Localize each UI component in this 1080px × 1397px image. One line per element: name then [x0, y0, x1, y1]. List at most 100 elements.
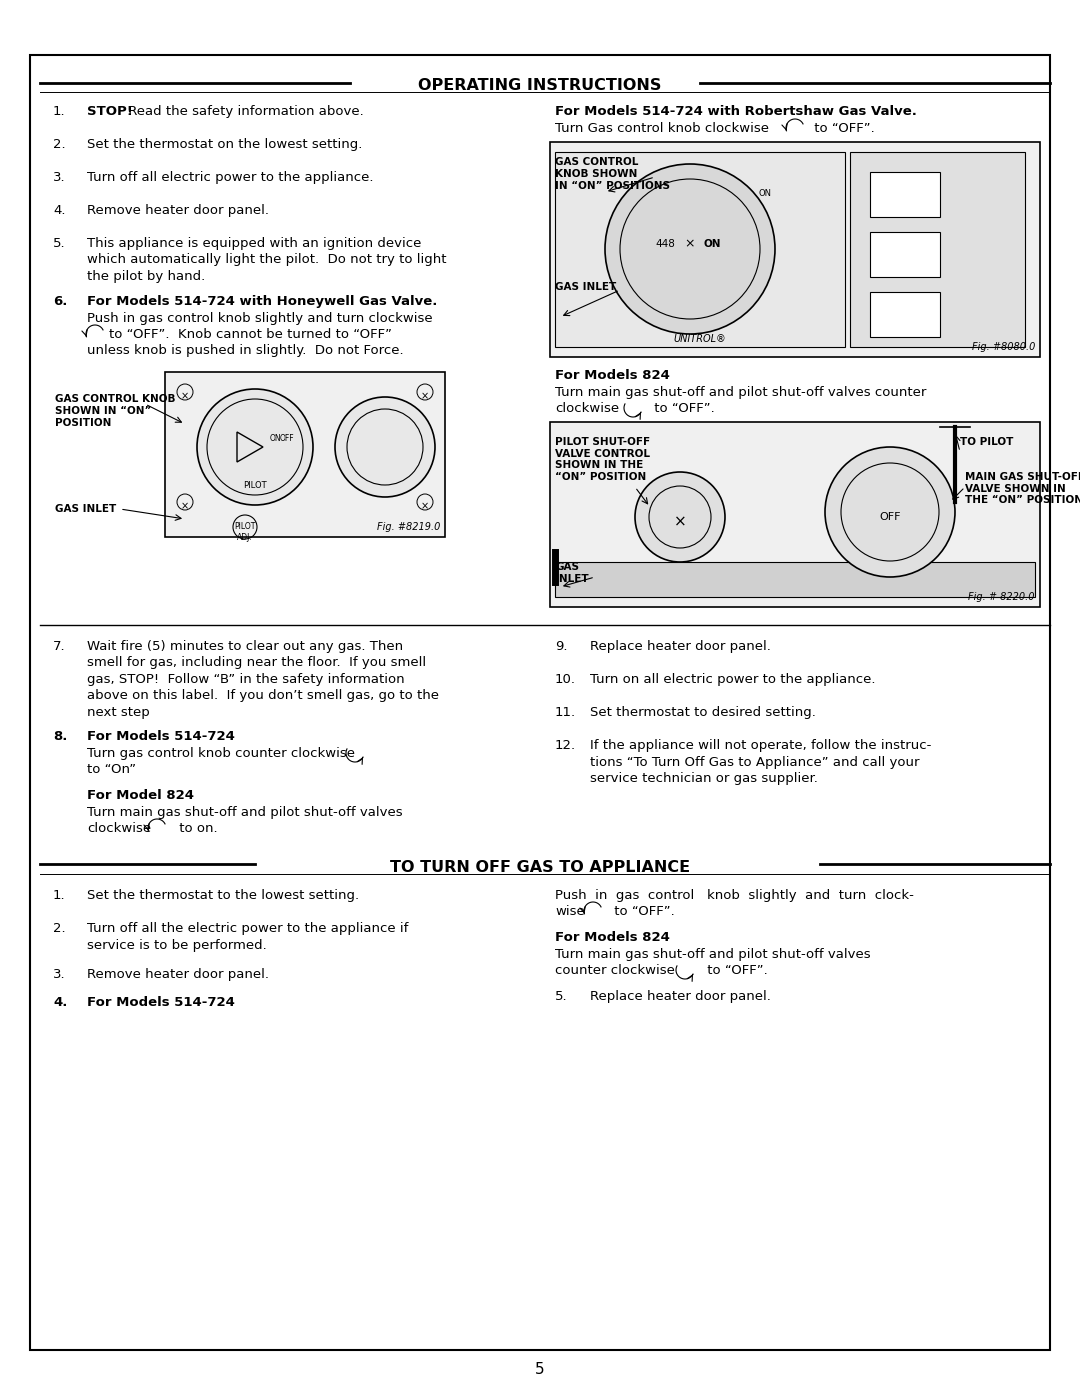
Bar	[165, 372, 445, 536]
Text: GAS
INLET: GAS INLET	[555, 562, 589, 584]
Text: 12.: 12.	[555, 739, 576, 752]
Bar	[550, 142, 1040, 358]
Text: For Models 514-724 with Honeywell Gas Valve.: For Models 514-724 with Honeywell Gas Va…	[87, 295, 437, 307]
Text: 9.: 9.	[555, 640, 567, 652]
Text: Read the safety information above.: Read the safety information above.	[124, 105, 364, 117]
Text: Wait fire (5) minutes to clear out any gas. Then
smell for gas, including near t: Wait fire (5) minutes to clear out any g…	[87, 640, 438, 719]
Text: Turn on all electric power to the appliance.: Turn on all electric power to the applia…	[590, 673, 876, 686]
Text: 2.: 2.	[53, 922, 66, 935]
Text: 5.: 5.	[53, 237, 66, 250]
Text: clockwise: clockwise	[555, 402, 619, 415]
Bar	[555, 562, 1035, 597]
Ellipse shape	[197, 388, 313, 504]
Text: If the appliance will not operate, follow the instruc-
tions “To Turn Off Gas to: If the appliance will not operate, follo…	[590, 739, 931, 785]
Ellipse shape	[335, 397, 435, 497]
Text: Fig. #8080.0: Fig. #8080.0	[972, 342, 1035, 352]
Text: ON: ON	[703, 239, 720, 249]
Ellipse shape	[825, 447, 955, 577]
Text: For Models 824: For Models 824	[555, 369, 670, 381]
Text: to “OFF”.: to “OFF”.	[810, 122, 875, 136]
Text: OFF: OFF	[280, 434, 295, 443]
Text: Turn main gas shut-off and pilot shut-off valves counter: Turn main gas shut-off and pilot shut-of…	[555, 386, 927, 400]
Text: GAS INLET: GAS INLET	[55, 504, 117, 514]
Text: GAS CONTROL KNOB
SHOWN IN “ON”
POSITION: GAS CONTROL KNOB SHOWN IN “ON” POSITION	[55, 394, 175, 427]
Text: ON: ON	[269, 434, 281, 443]
Text: 5: 5	[536, 1362, 544, 1377]
Text: Turn Gas control knob clockwise: Turn Gas control knob clockwise	[555, 122, 769, 136]
Text: OPERATING INSTRUCTIONS: OPERATING INSTRUCTIONS	[418, 78, 662, 94]
Text: 7.: 7.	[53, 640, 66, 652]
Text: ×: ×	[181, 502, 189, 511]
Text: ×: ×	[181, 391, 189, 401]
Text: 6.: 6.	[53, 295, 67, 307]
Text: unless knob is pushed in slightly.  Do not Force.: unless knob is pushed in slightly. Do no…	[87, 344, 404, 358]
Bar	[870, 172, 940, 217]
Text: 3.: 3.	[53, 968, 66, 981]
Bar	[555, 152, 845, 346]
Text: ×: ×	[421, 502, 429, 511]
Text: Set the thermostat to the lowest setting.: Set the thermostat to the lowest setting…	[87, 888, 360, 902]
Text: to “OFF”.: to “OFF”.	[610, 905, 675, 918]
Text: 10.: 10.	[555, 673, 576, 686]
Bar	[850, 152, 1025, 346]
Text: to on.: to on.	[175, 821, 218, 835]
Text: 4.: 4.	[53, 204, 66, 217]
Text: 5.: 5.	[555, 990, 568, 1003]
Text: 8.: 8.	[53, 731, 67, 743]
Text: For Models 514-724 with Robertshaw Gas Valve.: For Models 514-724 with Robertshaw Gas V…	[555, 105, 917, 117]
Text: 4.: 4.	[53, 996, 67, 1009]
Text: UNITROL®: UNITROL®	[674, 334, 727, 344]
Text: STOP!: STOP!	[87, 105, 133, 117]
Text: TO PILOT: TO PILOT	[960, 437, 1013, 447]
Text: Remove heater door panel.: Remove heater door panel.	[87, 968, 269, 981]
Text: For Model 824: For Model 824	[87, 789, 194, 802]
Bar	[550, 422, 1040, 608]
Text: GAS CONTROL
KNOB SHOWN
IN “ON” POSITIONS: GAS CONTROL KNOB SHOWN IN “ON” POSITIONS	[555, 156, 670, 191]
Text: Set thermostat to desired setting.: Set thermostat to desired setting.	[590, 705, 815, 719]
Text: 2.: 2.	[53, 138, 66, 151]
Text: to “OFF”.: to “OFF”.	[650, 402, 715, 415]
Text: For Models 514-724: For Models 514-724	[87, 731, 234, 743]
Text: For Models 824: For Models 824	[555, 930, 670, 944]
Text: 11.: 11.	[555, 705, 576, 719]
Text: 3.: 3.	[53, 170, 66, 184]
Text: Push  in  gas  control   knob  slightly  and  turn  clock-: Push in gas control knob slightly and tu…	[555, 888, 914, 902]
Text: Replace heater door panel.: Replace heater door panel.	[590, 640, 771, 652]
Text: clockwise: clockwise	[87, 821, 151, 835]
Text: Fig. # 8220.0: Fig. # 8220.0	[969, 592, 1035, 602]
Text: Push in gas control knob slightly and turn clockwise: Push in gas control knob slightly and tu…	[87, 312, 433, 326]
Bar	[870, 232, 940, 277]
Text: to “On”: to “On”	[87, 763, 136, 775]
Text: Turn main gas shut-off and pilot shut-off valves: Turn main gas shut-off and pilot shut-of…	[555, 949, 870, 961]
Text: For Models 514-724: For Models 514-724	[87, 996, 234, 1009]
Text: Remove heater door panel.: Remove heater door panel.	[87, 204, 269, 217]
Text: GAS INLET: GAS INLET	[555, 282, 617, 292]
Text: ON: ON	[758, 190, 771, 198]
Text: Turn main gas shut-off and pilot shut-off valves: Turn main gas shut-off and pilot shut-of…	[87, 806, 403, 819]
Text: 1.: 1.	[53, 888, 66, 902]
Text: ×: ×	[674, 514, 687, 529]
Text: 448: 448	[656, 239, 675, 249]
Text: to “OFF”.  Knob cannot be turned to “OFF”: to “OFF”. Knob cannot be turned to “OFF”	[109, 328, 392, 341]
Text: Set the thermostat on the lowest setting.: Set the thermostat on the lowest setting…	[87, 138, 363, 151]
Text: This appliance is equipped with an ignition device
which automatically light the: This appliance is equipped with an ignit…	[87, 237, 446, 284]
Text: Turn gas control knob counter clockwise: Turn gas control knob counter clockwise	[87, 747, 355, 760]
Text: wise: wise	[555, 905, 584, 918]
Text: OFF: OFF	[879, 511, 901, 522]
Text: Replace heater door panel.: Replace heater door panel.	[590, 990, 771, 1003]
Text: ×: ×	[685, 237, 696, 250]
Text: ×: ×	[421, 391, 429, 401]
Text: counter clockwise: counter clockwise	[555, 964, 675, 977]
Text: MAIN GAS SHUT-OFF
VALVE SHOWN IN
THE “ON” POSITION: MAIN GAS SHUT-OFF VALVE SHOWN IN THE “ON…	[966, 472, 1080, 506]
Text: PILOT
ADJ.: PILOT ADJ.	[234, 522, 256, 542]
Text: 1.: 1.	[53, 105, 66, 117]
Ellipse shape	[605, 163, 775, 334]
Text: Turn off all the electric power to the appliance if
service is to be performed.: Turn off all the electric power to the a…	[87, 922, 408, 951]
Text: PILOT: PILOT	[243, 481, 267, 489]
Text: to “OFF”.: to “OFF”.	[703, 964, 768, 977]
Text: Turn off all electric power to the appliance.: Turn off all electric power to the appli…	[87, 170, 374, 184]
Text: PILOT SHUT-OFF
VALVE CONTROL
SHOWN IN THE
“ON” POSITION: PILOT SHUT-OFF VALVE CONTROL SHOWN IN TH…	[555, 437, 650, 482]
Text: Fig. #8219.0: Fig. #8219.0	[377, 522, 440, 532]
Ellipse shape	[635, 472, 725, 562]
Bar	[870, 292, 940, 337]
